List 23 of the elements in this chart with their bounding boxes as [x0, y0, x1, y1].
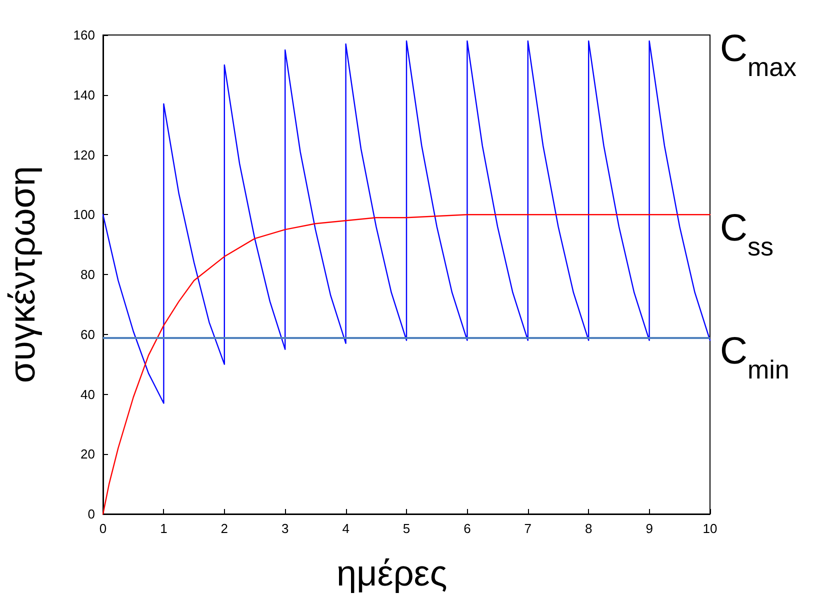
x-tick-label: 1 [160, 521, 168, 536]
x-tick-label: 3 [281, 521, 289, 536]
line-series [102, 40, 711, 404]
x-tick-label: 2 [220, 521, 228, 536]
x-tick-label: 8 [584, 521, 592, 536]
x-tick-label: 6 [464, 521, 471, 536]
y-tick-label: 100 [73, 207, 95, 222]
x-tick-label: 9 [646, 521, 653, 536]
y-tick-label: 20 [80, 446, 95, 462]
x-tick-label: 7 [524, 521, 532, 536]
y-axis-title: συγκέντρωση [2, 166, 42, 384]
x-tick-label: 4 [342, 521, 350, 536]
x-tick-label: 5 [402, 521, 410, 536]
y-tick-label: 160 [73, 28, 95, 42]
x-tick-label: 10 [702, 521, 718, 536]
y-tick-label: 40 [80, 386, 95, 402]
y-tick-label: 60 [80, 326, 95, 342]
x-tick-label: 0 [99, 521, 107, 536]
y-tick-label: 140 [73, 87, 95, 102]
x-axis-title: ημέρες [336, 552, 448, 594]
y-tick-label: 80 [80, 267, 95, 282]
y-tick-label: 0 [88, 506, 95, 522]
y-tick-label: 120 [73, 147, 95, 162]
